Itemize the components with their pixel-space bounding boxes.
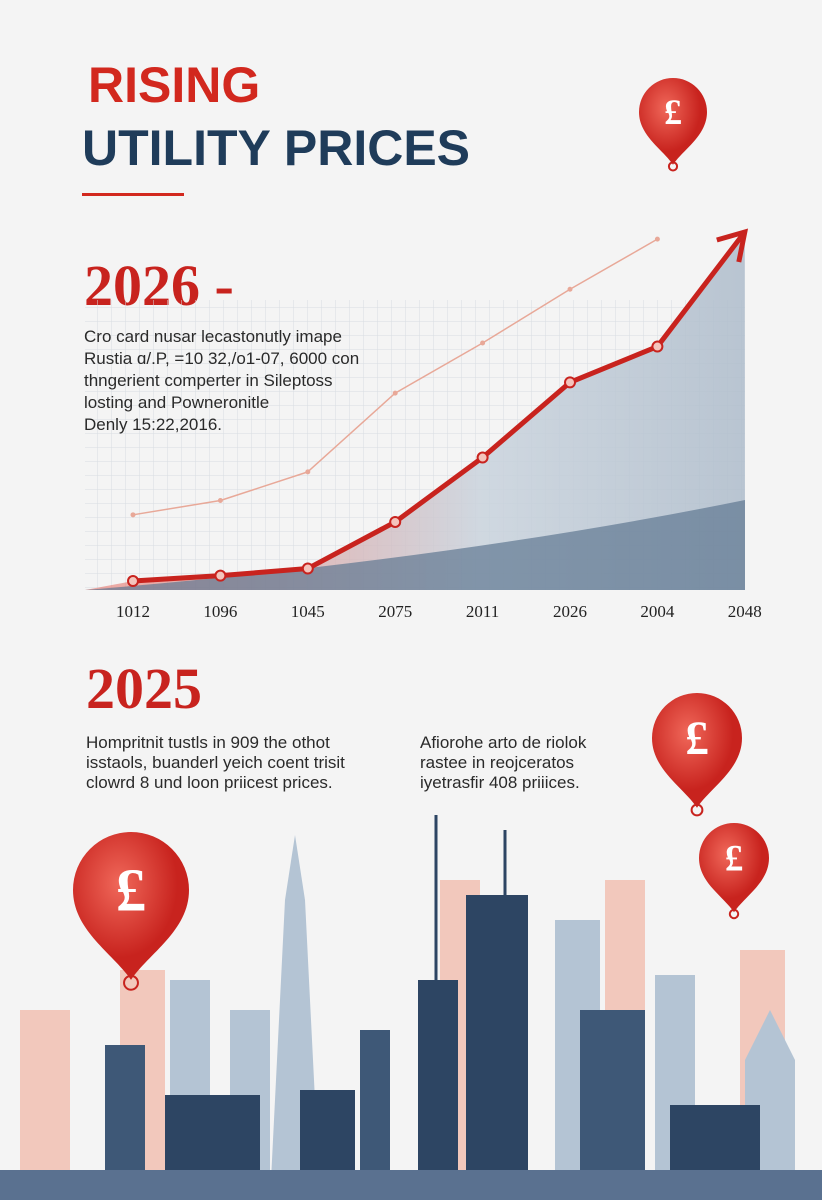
balloon [73, 832, 189, 980]
x-tick-label: 1012 [116, 602, 150, 621]
text-line: losting and Powneronitle [84, 393, 269, 412]
point [389, 515, 402, 528]
balloon-knot [123, 974, 139, 991]
text-line: iyetrasfir 408 priiices. [420, 773, 580, 792]
text-line: rastee in reojceratos [420, 753, 574, 772]
paragraph: Hompritnit tustls in 909 the othotisstao… [86, 733, 587, 792]
text-line: thngerient comperter in Sileptoss [84, 371, 333, 390]
point [127, 575, 139, 588]
skyline [0, 815, 822, 1200]
balloon-knot [690, 803, 704, 817]
text-line: Hompritnit tustls in 909 the othot [86, 733, 330, 752]
text-line: Denly 15:22,2016. [84, 415, 222, 434]
point [654, 236, 660, 242]
chart: 1012 1096 1045 2075 2011 2026 2004 2048 [85, 228, 762, 621]
point [564, 376, 576, 389]
balloon-knot [667, 161, 679, 172]
balloons: £ £ £ £ [73, 78, 769, 991]
text-line: Cro card nusar lecastonutly imape [84, 327, 342, 346]
x-tick-label: 2004 [640, 602, 675, 621]
price-line [132, 230, 747, 584]
title-line: RISING [88, 57, 260, 113]
text-line: Afiorohe arto de riolok [420, 733, 587, 752]
point [217, 498, 223, 503]
balloon [652, 693, 742, 808]
paragraph: Cro card nusar lecastonutly imape Rustia … [84, 327, 359, 434]
point [567, 286, 573, 292]
point [392, 390, 398, 396]
balloon-symbol: £ [116, 857, 146, 924]
x-tick-label: 1096 [203, 602, 237, 621]
text-line: Rustia ɑ/.P, =10 32,/o1-07, 6000 con [84, 349, 359, 368]
text-line: clowrd 8 und loon priicest prices. [86, 773, 333, 792]
point [214, 569, 227, 582]
shadow-area [85, 500, 745, 590]
title-line: UTILITY PRICES [82, 120, 470, 176]
x-tick-label: 2011 [466, 602, 499, 621]
x-tick-label: 2026 [553, 602, 587, 621]
point [305, 469, 311, 475]
arrow-head [716, 228, 749, 263]
point [476, 451, 489, 464]
point [301, 562, 314, 575]
title-rule [82, 193, 184, 196]
area [85, 232, 745, 590]
balloon [639, 78, 707, 165]
x-tick-label: 1045 [291, 602, 325, 621]
balloon-symbol: £ [725, 837, 743, 878]
section-heading: 2025 [86, 656, 202, 721]
point [130, 512, 136, 518]
x-tick-label: 2048 [728, 602, 762, 621]
balloon-symbol: £ [685, 713, 709, 765]
point [651, 340, 664, 353]
point [480, 340, 486, 346]
balloon-knot [728, 908, 740, 920]
text-line: isstaols, buanderl yeich coent trisit [86, 753, 345, 772]
balloon [699, 823, 769, 913]
x-tick-label: 2075 [378, 602, 412, 621]
balloon-symbol: £ [664, 92, 682, 132]
